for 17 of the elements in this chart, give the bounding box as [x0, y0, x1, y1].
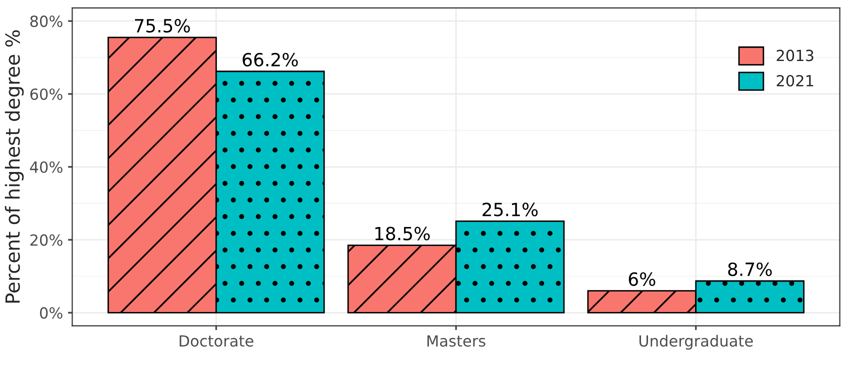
data-label: 8.7%: [728, 262, 772, 276]
legend-label: 2013: [776, 50, 814, 62]
data-label: 6%: [628, 272, 656, 286]
data-label: 75.5%: [135, 18, 190, 33]
x-tick-label: Masters: [427, 335, 486, 347]
x-tick-label: Doctorate: [180, 335, 254, 347]
legend-label: 2021: [776, 74, 814, 87]
data-label: 18.5%: [375, 226, 430, 240]
y-tick-label: 0%: [40, 307, 62, 319]
x-tick-label: Undergraduate: [639, 334, 753, 350]
data-label: 66.2%: [242, 52, 298, 66]
data-label: 25.1%: [482, 202, 538, 216]
y-tick-label: 40%: [30, 161, 62, 173]
y-tick-label: 60%: [30, 88, 62, 100]
y-axis-title: Percent of highest degree %: [4, 30, 24, 303]
y-tick-label: 20%: [30, 234, 62, 246]
y-tick-label: 80%: [30, 16, 62, 28]
